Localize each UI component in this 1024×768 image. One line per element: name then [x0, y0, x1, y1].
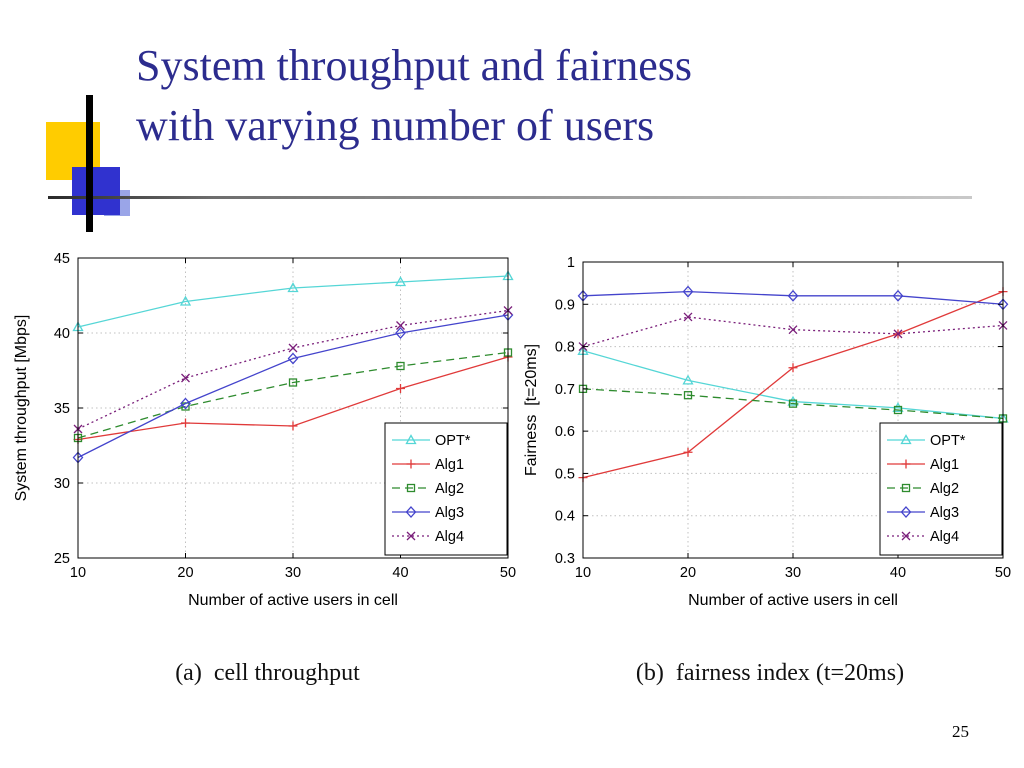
- svg-text:50: 50: [995, 565, 1011, 581]
- legend-entry: [392, 483, 430, 493]
- svg-text:20: 20: [177, 565, 193, 581]
- svg-text:10: 10: [70, 565, 86, 581]
- slide-title: System throughput and fairness with varyi…: [136, 36, 1006, 156]
- legend-entry: [887, 506, 925, 518]
- legend-label: Alg3: [930, 505, 959, 521]
- caption-cell-throughput: (a) cell throughput: [175, 660, 360, 686]
- caption-fairness-index: (b) fairness index (t=20ms): [635, 660, 905, 686]
- legend-entry: [887, 434, 925, 445]
- legend-label: Alg2: [435, 481, 464, 497]
- legend-label: OPT*: [435, 433, 471, 449]
- svg-text:35: 35: [54, 401, 70, 417]
- decoration-vertical-bar: [86, 95, 93, 232]
- x-axis-label: Number of active users in cell: [188, 592, 398, 609]
- y-axis-label: Fairness [t=20ms]: [523, 344, 540, 476]
- legend-entry: [392, 506, 430, 518]
- tick-labels: 10 20 30 40 50 0.3 0.4 0.5 0.6 0.7 0.8 0.9 1: [555, 255, 1011, 581]
- y-axis-label: System throughput [Mbps]: [13, 315, 30, 502]
- page-number: 25: [952, 722, 969, 741]
- legend-label: Alg4: [435, 529, 464, 545]
- legend-entry: [392, 459, 430, 469]
- svg-text:10: 10: [575, 565, 591, 581]
- chart-cell-throughput: 10 20 30 40 50 25 30 35 40 45 Number of active use…: [10, 245, 525, 625]
- decoration-horizontal-rule: [48, 196, 972, 199]
- svg-text:30: 30: [785, 565, 801, 581]
- svg-text:40: 40: [392, 565, 408, 581]
- svg-text:1: 1: [567, 255, 575, 271]
- legend-label: Alg3: [435, 505, 464, 521]
- svg-text:40: 40: [54, 326, 70, 342]
- legend-label: OPT*: [930, 433, 966, 449]
- x-axis-label: Number of active users in cell: [688, 592, 898, 609]
- legend-label: Alg4: [930, 529, 959, 545]
- series-alg2: [578, 384, 1008, 423]
- svg-text:0.6: 0.6: [555, 424, 575, 440]
- svg-text:20: 20: [680, 565, 696, 581]
- svg-text:40: 40: [890, 565, 906, 581]
- svg-text:0.7: 0.7: [555, 382, 575, 398]
- legend-entry: [887, 483, 925, 493]
- legend-entry: [887, 531, 925, 541]
- legend: OPT* Alg1 Alg2 Alg3 Alg4: [879, 422, 1003, 556]
- title-line-1: System throughput and fairness: [136, 41, 693, 90]
- legend-entry: [392, 434, 430, 445]
- legend-entry: [392, 531, 430, 541]
- legend-label: Alg1: [435, 457, 464, 473]
- svg-text:0.8: 0.8: [555, 340, 575, 356]
- chart-fairness-index: 10 20 30 40 50 0.3 0.4 0.5 0.6 0.7 0.8 0.9 1 Number o…: [520, 245, 1020, 625]
- legend: OPT* Alg1 Alg2 Alg3 Alg4: [384, 422, 508, 556]
- svg-text:0.5: 0.5: [555, 466, 575, 482]
- legend-label: Alg2: [930, 481, 959, 497]
- svg-text:25: 25: [54, 551, 70, 567]
- title-line-2: with varying number of users: [136, 101, 655, 150]
- legend-entry: [887, 459, 925, 469]
- decoration-blue-square: [72, 167, 120, 215]
- svg-text:45: 45: [54, 251, 70, 267]
- svg-text:0.4: 0.4: [555, 509, 575, 525]
- legend-label: Alg1: [930, 457, 959, 473]
- svg-text:50: 50: [500, 565, 516, 581]
- svg-text:0.9: 0.9: [555, 297, 575, 313]
- tick-labels: 10 20 30 40 50 25 30 35 40 45: [54, 251, 516, 581]
- svg-text:30: 30: [54, 476, 70, 492]
- svg-text:0.3: 0.3: [555, 551, 575, 567]
- svg-text:30: 30: [285, 565, 301, 581]
